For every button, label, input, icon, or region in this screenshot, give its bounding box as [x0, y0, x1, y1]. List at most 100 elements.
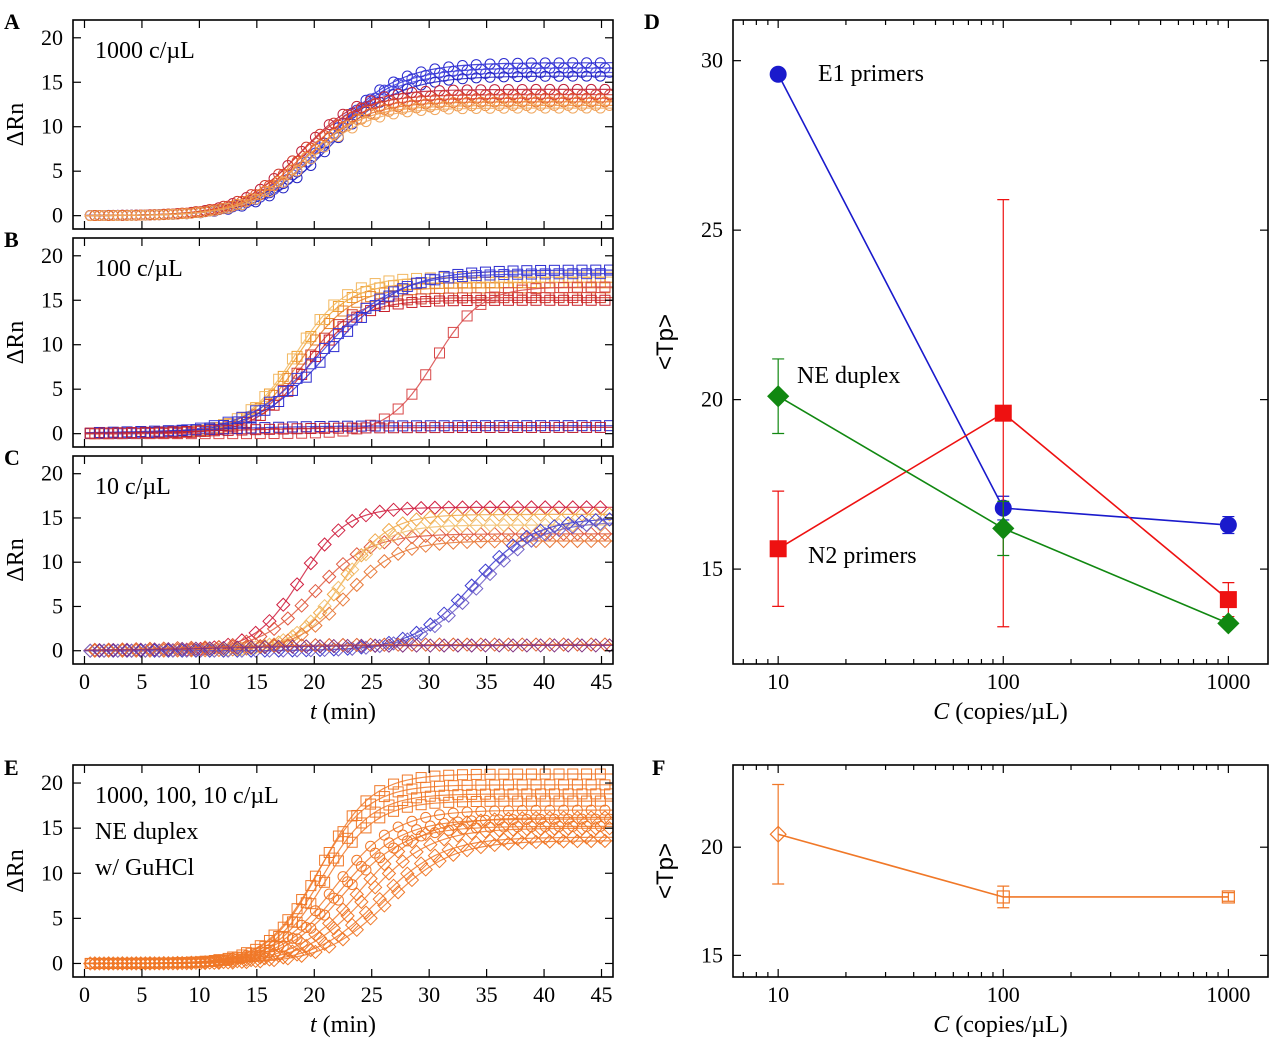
- data-point: [98, 427, 110, 439]
- data-point: [464, 578, 479, 593]
- data-point: [512, 268, 524, 280]
- data-point: [487, 812, 502, 827]
- data-point: [266, 621, 282, 637]
- data-point: [294, 598, 309, 613]
- series-label: E1 primers: [818, 61, 924, 87]
- data-point: [420, 369, 432, 381]
- data-point: [360, 116, 372, 128]
- data-point: [456, 769, 468, 781]
- data-point: [602, 507, 613, 522]
- data-point: [484, 102, 496, 114]
- data-point: [404, 834, 420, 849]
- data-point: [126, 427, 138, 439]
- data-point: [326, 921, 342, 936]
- data-point: [510, 500, 525, 515]
- data-point: [98, 210, 110, 222]
- plot-area: [83, 500, 613, 658]
- data-point: [599, 804, 611, 816]
- data-point: [602, 512, 613, 527]
- data-point: [332, 894, 344, 906]
- data-point: [358, 905, 374, 920]
- data-point: [404, 872, 420, 888]
- data-point: [119, 642, 135, 658]
- data-point: [286, 353, 298, 365]
- data-point: [443, 796, 455, 808]
- data-point: [406, 296, 418, 308]
- data-point: [528, 637, 544, 652]
- data-point: [291, 423, 303, 435]
- series-curve: [84, 102, 613, 222]
- data-point: [346, 122, 358, 134]
- data-point: [202, 641, 217, 656]
- data-point: [539, 70, 551, 82]
- y-tick-label: 20: [41, 461, 63, 486]
- data-point: [188, 955, 204, 971]
- data-point: [280, 638, 296, 653]
- y-tick-label: 10: [41, 114, 63, 139]
- x-tick-label: 0: [79, 982, 90, 1007]
- data-point: [604, 788, 613, 800]
- data-point: [294, 638, 309, 653]
- data-point: [510, 542, 525, 557]
- data-point: [524, 533, 539, 548]
- series-curve: [84, 83, 613, 222]
- data-point: [456, 73, 468, 85]
- y-axis-label: ΔRn: [3, 849, 29, 892]
- y-tick-label: 15: [701, 942, 723, 967]
- y-tick-label: 15: [41, 69, 63, 94]
- data-point: [390, 885, 406, 900]
- data-point: [593, 517, 608, 533]
- data-point: [446, 637, 461, 652]
- data-point: [225, 955, 240, 970]
- data-point: [581, 102, 593, 114]
- data-point: [594, 70, 606, 82]
- y-tick-label: 5: [52, 158, 63, 183]
- data-point: [432, 821, 447, 836]
- data-point: [312, 605, 328, 620]
- fit-line: [84, 299, 613, 435]
- x-tick-label: 100: [987, 982, 1020, 1007]
- data-point: [314, 314, 326, 326]
- data-point: [515, 811, 530, 826]
- data-point: [415, 104, 427, 116]
- data-point: [597, 810, 613, 825]
- annotation-text: NE duplex: [95, 819, 198, 845]
- data-point: [443, 422, 455, 434]
- ticks: [73, 456, 613, 664]
- data-point: [525, 70, 537, 82]
- fit-line: [84, 533, 613, 652]
- data-point: [456, 103, 468, 115]
- data-point: [294, 948, 309, 963]
- data-point: [346, 836, 358, 848]
- panel-e: E 0 5 10 15 20 0 5 10 15 20 25 30 35 40 45 t (min) ΔRn 100…: [3, 755, 614, 1038]
- fit-line: [84, 425, 613, 434]
- x-tick-label: 40: [533, 669, 555, 694]
- data-point: [597, 637, 613, 652]
- data-point: [502, 287, 514, 299]
- data-point: [335, 932, 351, 947]
- data-point: [510, 517, 525, 533]
- data-point: [197, 640, 213, 655]
- data-point: [418, 538, 433, 553]
- data-point: [392, 298, 404, 310]
- data-point: [585, 804, 597, 816]
- fit-line: [84, 644, 613, 651]
- y-axis-label: <Tp>: [652, 314, 679, 370]
- fit-line: [84, 540, 613, 652]
- series-curve: [84, 96, 613, 222]
- data-point: [354, 894, 369, 910]
- panel-label: F: [652, 755, 665, 780]
- data-point: [372, 535, 387, 551]
- data-point: [106, 642, 121, 658]
- ticks: [733, 765, 1268, 977]
- data-point: [560, 507, 576, 522]
- data-point: [332, 422, 344, 434]
- data-point: [369, 278, 381, 290]
- x-tick-label: 1000: [1206, 669, 1250, 694]
- data-point: [299, 619, 314, 635]
- data-point: [349, 922, 364, 937]
- data-point: [547, 638, 562, 653]
- data-point: [604, 67, 613, 79]
- data-point: [519, 638, 535, 653]
